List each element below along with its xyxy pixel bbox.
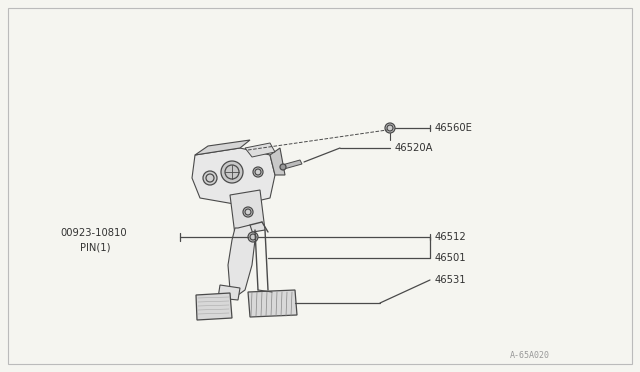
Polygon shape (245, 143, 275, 157)
Polygon shape (282, 160, 302, 169)
Polygon shape (228, 225, 255, 295)
Circle shape (243, 207, 253, 217)
Text: A-65A020: A-65A020 (510, 350, 550, 359)
Circle shape (385, 123, 395, 133)
Circle shape (203, 171, 217, 185)
Circle shape (253, 167, 263, 177)
Circle shape (248, 232, 258, 242)
Text: 46501: 46501 (435, 253, 467, 263)
Text: 46531: 46531 (435, 275, 467, 285)
Polygon shape (270, 148, 285, 175)
Polygon shape (248, 290, 297, 317)
Polygon shape (192, 148, 275, 205)
Text: 46512: 46512 (435, 232, 467, 242)
Text: 00923-10810: 00923-10810 (60, 228, 127, 238)
Polygon shape (218, 285, 240, 300)
Text: 46520A: 46520A (395, 143, 433, 153)
Circle shape (221, 161, 243, 183)
Polygon shape (196, 293, 232, 320)
Text: PIN(1): PIN(1) (80, 242, 111, 252)
Circle shape (280, 164, 286, 170)
Text: 46560E: 46560E (435, 123, 473, 133)
Polygon shape (195, 140, 250, 155)
Polygon shape (230, 190, 265, 235)
